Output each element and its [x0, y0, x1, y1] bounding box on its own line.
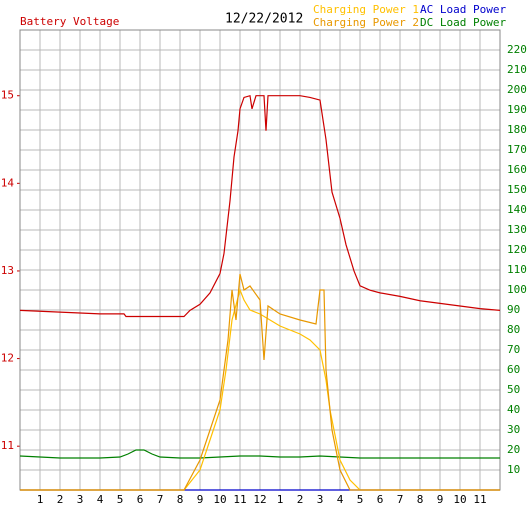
x-tick-label: 11 — [473, 493, 486, 506]
y2-tick-label: 120 — [507, 243, 527, 256]
y-tick-label: 15 — [1, 89, 14, 102]
y2-tick-label: 40 — [507, 403, 520, 416]
x-tick-label: 1 — [277, 493, 284, 506]
series-line — [19, 449, 500, 459]
y2-tick-label: 130 — [507, 223, 527, 236]
series-line — [20, 288, 500, 491]
series-line — [19, 94, 501, 318]
y2-tick-label: 80 — [507, 323, 520, 336]
x-tick-label: 3 — [317, 493, 324, 506]
y2-tick-label: 100 — [507, 283, 527, 296]
x-tick-label: 5 — [357, 493, 364, 506]
x-tick-label: 5 — [117, 493, 124, 506]
series-line — [20, 273, 500, 491]
y-tick-label: 14 — [1, 176, 15, 189]
x-tick-label: 3 — [77, 493, 84, 506]
y2-tick-label: 160 — [507, 163, 527, 176]
y2-tick-label: 200 — [507, 83, 527, 96]
y2-tick-label: 150 — [507, 183, 527, 196]
x-tick-label: 4 — [337, 493, 344, 506]
legend-entry: DC Load Power — [420, 16, 506, 29]
y2-tick-label: 90 — [507, 303, 520, 316]
x-tick-label: 2 — [297, 493, 304, 506]
x-tick-label: 8 — [417, 493, 424, 506]
x-tick-label: 6 — [137, 493, 144, 506]
y2-tick-label: 60 — [507, 363, 520, 376]
y2-tick-label: 70 — [507, 343, 520, 356]
y2-tick-label: 10 — [507, 463, 520, 476]
x-tick-label: 7 — [157, 493, 164, 506]
y2-tick-label: 180 — [507, 123, 527, 136]
x-tick-label: 8 — [177, 493, 184, 506]
x-tick-label: 7 — [397, 493, 404, 506]
y-tick-label: 12 — [1, 352, 14, 365]
y2-tick-label: 30 — [507, 423, 520, 436]
legend-entry: Charging Power 1 — [313, 3, 419, 16]
x-tick-label: 4 — [97, 493, 104, 506]
y2-tick-label: 50 — [507, 383, 520, 396]
y-tick-label: 13 — [1, 264, 14, 277]
x-tick-label: 2 — [57, 493, 64, 506]
x-tick-label: 9 — [197, 493, 204, 506]
y2-tick-label: 220 — [507, 43, 527, 56]
x-tick-label: 9 — [437, 493, 444, 506]
x-tick-label: 10 — [213, 493, 226, 506]
legend-entry: Charging Power 2 — [313, 16, 419, 29]
x-tick-label: 6 — [377, 493, 384, 506]
legend-entry: AC Load Power — [420, 3, 506, 16]
x-tick-label: 11 — [233, 493, 246, 506]
y2-tick-label: 20 — [507, 443, 520, 456]
chart-title: Battery Voltage — [20, 15, 119, 28]
y2-tick-label: 190 — [507, 103, 527, 116]
y2-tick-label: 110 — [507, 263, 527, 276]
x-tick-label: 10 — [453, 493, 466, 506]
chart-date: 12/22/2012 — [225, 12, 303, 27]
y2-tick-label: 210 — [507, 63, 527, 76]
x-tick-label: 12 — [253, 493, 266, 506]
y-tick-label: 11 — [1, 439, 14, 452]
y2-tick-label: 140 — [507, 203, 527, 216]
y2-tick-label: 170 — [507, 143, 527, 156]
x-tick-label: 1 — [37, 493, 44, 506]
